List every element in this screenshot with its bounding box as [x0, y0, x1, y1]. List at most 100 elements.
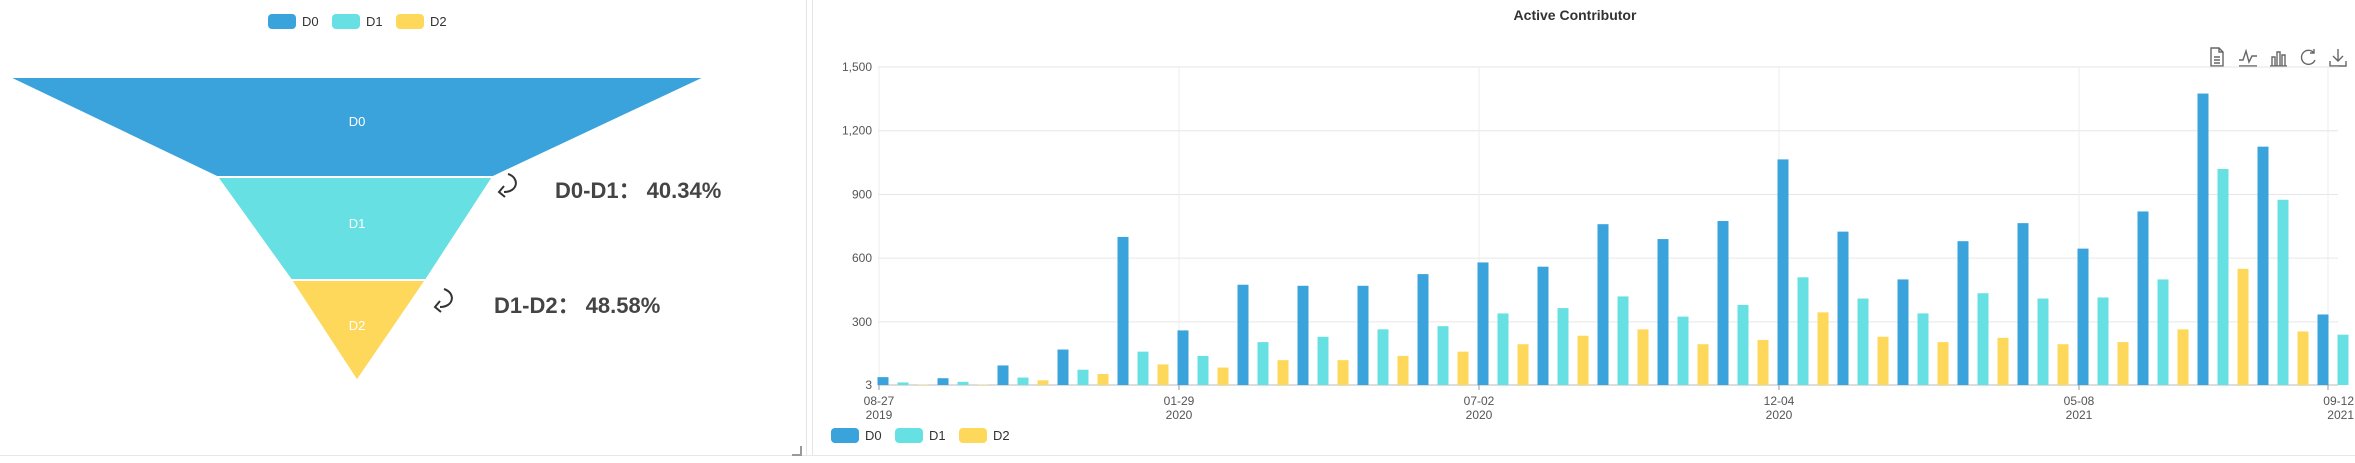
bar-d1[interactable]: [1677, 316, 1689, 385]
legend-swatch: [959, 428, 987, 443]
bar-d0[interactable]: [1237, 284, 1249, 385]
bar-d0[interactable]: [1117, 236, 1129, 385]
bar-d1[interactable]: [2037, 298, 2049, 385]
funnel-stage-d1[interactable]: D1: [215, 176, 495, 281]
bar-d1[interactable]: [1617, 296, 1629, 385]
bar-d1[interactable]: [957, 381, 969, 385]
bar-d2[interactable]: [1217, 367, 1229, 385]
bar-d2[interactable]: [2057, 344, 2069, 385]
bar-d2[interactable]: [1337, 360, 1349, 385]
bar-d2[interactable]: [1937, 342, 1949, 385]
bar-d1[interactable]: [1317, 336, 1329, 385]
bar-d2[interactable]: [1997, 337, 2009, 385]
refresh-icon[interactable]: [2300, 49, 2316, 66]
bar-d0[interactable]: [2197, 93, 2209, 386]
bar-d1[interactable]: [1197, 355, 1209, 385]
bar-d2[interactable]: [1817, 312, 1829, 385]
bar-d2[interactable]: [1397, 355, 1409, 385]
funnel-conversions: D0-D1： 40.34% D1-D2： 48.58%: [433, 173, 721, 318]
x-axis: 08-27201901-29202007-02202012-04202005-0…: [864, 385, 2354, 422]
bar-d2[interactable]: [1037, 380, 1049, 385]
funnel-stage-d0[interactable]: D0: [7, 76, 707, 178]
bar-d1[interactable]: [2097, 297, 2109, 385]
legend-label: D2: [993, 428, 1010, 443]
bar-d0[interactable]: [2257, 146, 2269, 385]
bar-d1[interactable]: [2337, 334, 2349, 385]
bar-d2[interactable]: [1157, 364, 1169, 385]
bar-d0[interactable]: [2317, 314, 2329, 385]
bar-d0[interactable]: [1897, 279, 1909, 385]
bar-d1[interactable]: [1557, 308, 1569, 385]
bar-legend-item-d1[interactable]: D1: [895, 428, 946, 443]
active-contributor-chart: Active Contributor 33006009001,2001,500 …: [831, 7, 2354, 443]
bar-d2[interactable]: [2117, 342, 2129, 385]
bar-d1[interactable]: [1137, 351, 1149, 385]
bar-d0[interactable]: [1177, 330, 1189, 385]
bar-d1[interactable]: [1857, 298, 1869, 385]
funnel-stage-d2[interactable]: D2: [289, 279, 428, 383]
bar-d2[interactable]: [2297, 331, 2309, 385]
bar-d1[interactable]: [1017, 377, 1029, 385]
x-tick-year: 2021: [2327, 408, 2354, 422]
bar-d0[interactable]: [1297, 285, 1309, 385]
download-icon[interactable]: [2329, 49, 2347, 67]
bar-d1[interactable]: [1437, 326, 1449, 385]
conversion-label: D1-D2： 48.58%: [494, 293, 660, 318]
bar-d1[interactable]: [1257, 342, 1269, 385]
bar-legend[interactable]: D0 D1 D2: [831, 428, 1010, 443]
bar-d0[interactable]: [2077, 248, 2089, 385]
funnel-legend[interactable]: D0 D1 D2: [268, 14, 447, 29]
bar-d2[interactable]: [1757, 339, 1769, 385]
bar-d1[interactable]: [1917, 313, 1929, 385]
bar-d2[interactable]: [1457, 351, 1469, 385]
bar-d0[interactable]: [1837, 231, 1849, 385]
bar-d0[interactable]: [997, 365, 1009, 385]
bar-d2[interactable]: [1577, 335, 1589, 385]
bar-d0[interactable]: [1537, 266, 1549, 385]
bar-d1[interactable]: [897, 382, 909, 385]
bar-d1[interactable]: [1977, 293, 1989, 385]
bar-d0[interactable]: [2137, 211, 2149, 385]
funnel-legend-item-d1[interactable]: D1: [332, 14, 383, 29]
x-tick-year: 2021: [2066, 408, 2093, 422]
bar-d2[interactable]: [1697, 344, 1709, 385]
bar-d0[interactable]: [1777, 159, 1789, 385]
bar-d0[interactable]: [1597, 224, 1609, 385]
bar-d0[interactable]: [2017, 223, 2029, 385]
bar-d0[interactable]: [1417, 274, 1429, 385]
bar-d0[interactable]: [1057, 349, 1069, 385]
resize-handle[interactable]: [792, 446, 802, 456]
bar-d2[interactable]: [1637, 329, 1649, 385]
bar-d2[interactable]: [1517, 344, 1529, 385]
bar-d1[interactable]: [1377, 329, 1389, 385]
y-tick-label: 900: [852, 187, 872, 201]
bar-d1[interactable]: [1497, 313, 1509, 385]
line-chart-icon[interactable]: [2239, 48, 2257, 67]
x-tick-label: 09-12: [2323, 394, 2354, 408]
bar-d1[interactable]: [2217, 168, 2229, 385]
data-view-icon[interactable]: [2210, 47, 2224, 67]
bar-d1[interactable]: [2277, 199, 2289, 385]
funnel-legend-item-d2[interactable]: D2: [396, 14, 447, 29]
bar-d0[interactable]: [1657, 239, 1669, 385]
bar-d0[interactable]: [877, 377, 889, 385]
bar-legend-item-d0[interactable]: D0: [831, 428, 882, 443]
bar-legend-item-d2[interactable]: D2: [959, 428, 1010, 443]
bar-chart-icon[interactable]: [2270, 51, 2287, 67]
bar-d2[interactable]: [1097, 373, 1109, 385]
series-d2: [917, 268, 2309, 385]
bar-d2[interactable]: [1877, 336, 1889, 385]
bar-d1[interactable]: [2157, 279, 2169, 385]
bar-d0[interactable]: [1717, 221, 1729, 385]
bar-d0[interactable]: [1957, 241, 1969, 385]
funnel-legend-item-d0[interactable]: D0: [268, 14, 319, 29]
bar-d0[interactable]: [937, 378, 949, 385]
bar-d2[interactable]: [2177, 329, 2189, 385]
bar-d1[interactable]: [1737, 304, 1749, 385]
bar-d0[interactable]: [1357, 285, 1369, 385]
bar-d0[interactable]: [1477, 262, 1489, 385]
bar-d1[interactable]: [1077, 369, 1089, 385]
bar-d1[interactable]: [1797, 277, 1809, 385]
bar-d2[interactable]: [2237, 268, 2249, 385]
bar-d2[interactable]: [1277, 360, 1289, 385]
